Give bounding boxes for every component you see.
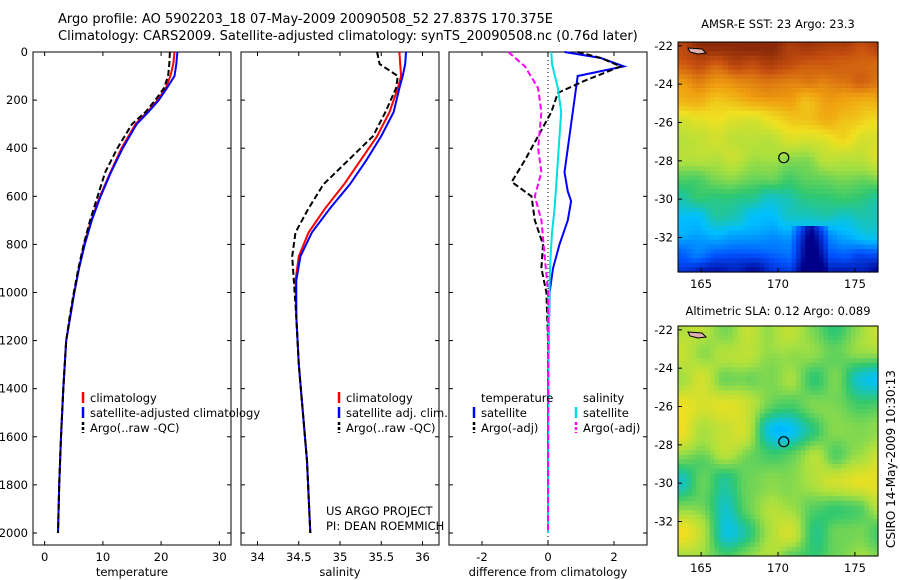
depth-tick-label: 800: [6, 237, 28, 251]
temperature-series-satellite-adjusted-climatology: [57, 51, 179, 534]
sst-map-x-tick-label: 165: [690, 277, 712, 291]
salinity-x-tick-label: 35: [333, 550, 348, 564]
sla-map-title: Altimetric SLA: 0.12 Argo: 0.089: [685, 304, 870, 318]
sst-map-y-tick-label: -32: [654, 231, 673, 245]
sla-map-land-mass: [687, 331, 708, 339]
sst-map-y-tick-label: -24: [654, 77, 673, 91]
sst-map-y-tick-label: -22: [654, 39, 673, 53]
sst-map-y-tick-label: -28: [654, 154, 673, 168]
sst-map-field: [678, 42, 879, 273]
depth-tick-label: 400: [6, 141, 28, 155]
depth-tick-label: 1400: [0, 382, 28, 396]
difference-legend-heading: salinity: [583, 391, 624, 405]
salinity-series-argo-raw-qc-: [291, 51, 399, 534]
temperature-series-climatology: [57, 51, 176, 534]
sla-map-float-marker: [778, 436, 790, 448]
salinity-legend-entry: Argo(..raw -QC): [346, 421, 436, 435]
sla-map-field: [678, 326, 879, 557]
difference-legend-entry: satellite: [481, 406, 527, 420]
salinity-legend-entry: climatology: [346, 391, 413, 405]
depth-tick-label: 2000: [0, 526, 28, 540]
depth-tick-label: 1000: [0, 285, 28, 299]
salinity-x-tick-label: 34: [250, 550, 265, 564]
salinity-frame: [240, 51, 440, 546]
difference-legend-entry: Argo(-adj): [583, 421, 640, 435]
project-credit: US ARGO PROJECT: [326, 504, 433, 518]
temperature-x-tick-label: 10: [96, 550, 111, 564]
sla-map-y-tick-label: -26: [654, 400, 673, 414]
sst-map-float-marker: [778, 152, 790, 164]
sla-map-y-tick-label: -24: [654, 361, 673, 375]
salinity-legend-entry: satellite adj. clim.: [346, 406, 448, 420]
salinity-x-tick-label: 36: [415, 550, 430, 564]
sla-map-x-tick-label: 165: [690, 561, 712, 575]
timestamp-stamp: CSIRO 14-May-2009 10:30:13: [884, 370, 898, 548]
chart-title-line-2: Climatology: CARS2009. Satellite-adjuste…: [58, 29, 638, 44]
difference-axis-label: difference from climatology: [469, 565, 628, 579]
temperature-frame: [32, 51, 232, 546]
sla-map-x-tick-label: 170: [767, 561, 789, 575]
temperature-legend-entry: climatology: [90, 391, 157, 405]
salinity-axis-label: salinity: [319, 565, 360, 579]
temperature-legend-entry: Argo(..raw -QC): [90, 421, 180, 435]
difference-series-salinity-satellite: [547, 51, 563, 534]
depth-tick-label: 1800: [0, 478, 28, 492]
sla-map-y-tick-label: -32: [654, 515, 673, 529]
temperature-axis-label: temperature: [96, 565, 168, 579]
difference-x-tick-label: 0: [544, 550, 551, 564]
temperature-series-argo-raw-qc-: [57, 51, 171, 534]
depth-tick-label: 600: [6, 189, 28, 203]
salinity-series-climatology: [294, 51, 403, 534]
chart-title-line-1: Argo profile: AO 5902203_18 07-May-2009 …: [58, 12, 553, 27]
difference-legend-heading: temperature: [481, 391, 553, 405]
sla-map-y-tick-label: -22: [654, 323, 673, 337]
sla-map-x-tick-label: 175: [844, 561, 866, 575]
sst-map-y-tick-label: -30: [654, 192, 673, 206]
temperature-x-tick-label: 30: [212, 550, 227, 564]
sla-map-y-tick-label: -28: [654, 438, 673, 452]
difference-legend-entry: satellite: [583, 406, 629, 420]
sst-map-x-tick-label: 170: [767, 277, 789, 291]
difference-series-temperature-argo-adj-: [510, 51, 624, 533]
depth-tick-label: 1200: [0, 334, 28, 348]
salinity-x-tick-label: 35.5: [368, 550, 394, 564]
sla-map-y-tick-label: -30: [654, 476, 673, 490]
salinity-series-satellite-adj-clim-: [295, 51, 407, 534]
temperature-legend-entry: satellite-adjusted climatology: [90, 406, 260, 420]
salinity-x-tick-label: 34.5: [286, 550, 312, 564]
depth-tick-label: 1600: [0, 430, 28, 444]
difference-x-tick-label: -2: [476, 550, 487, 564]
temperature-x-tick-label: 0: [41, 550, 48, 564]
depth-tick-label: 200: [6, 93, 28, 107]
pi-credit: PI: DEAN ROEMMICH: [326, 519, 445, 533]
depth-tick-label: 0: [21, 45, 28, 59]
sst-map-land-mass: [687, 47, 708, 55]
sst-map-y-tick-label: -26: [654, 116, 673, 130]
sst-map-title: AMSR-E SST: 23 Argo: 23.3: [701, 17, 855, 31]
difference-x-tick-label: 2: [610, 550, 617, 564]
temperature-x-tick-label: 20: [154, 550, 169, 564]
difference-legend-entry: Argo(-adj): [481, 421, 538, 435]
difference-series-salinity-argo-adj-: [507, 51, 549, 533]
sst-map-x-tick-label: 175: [844, 277, 866, 291]
